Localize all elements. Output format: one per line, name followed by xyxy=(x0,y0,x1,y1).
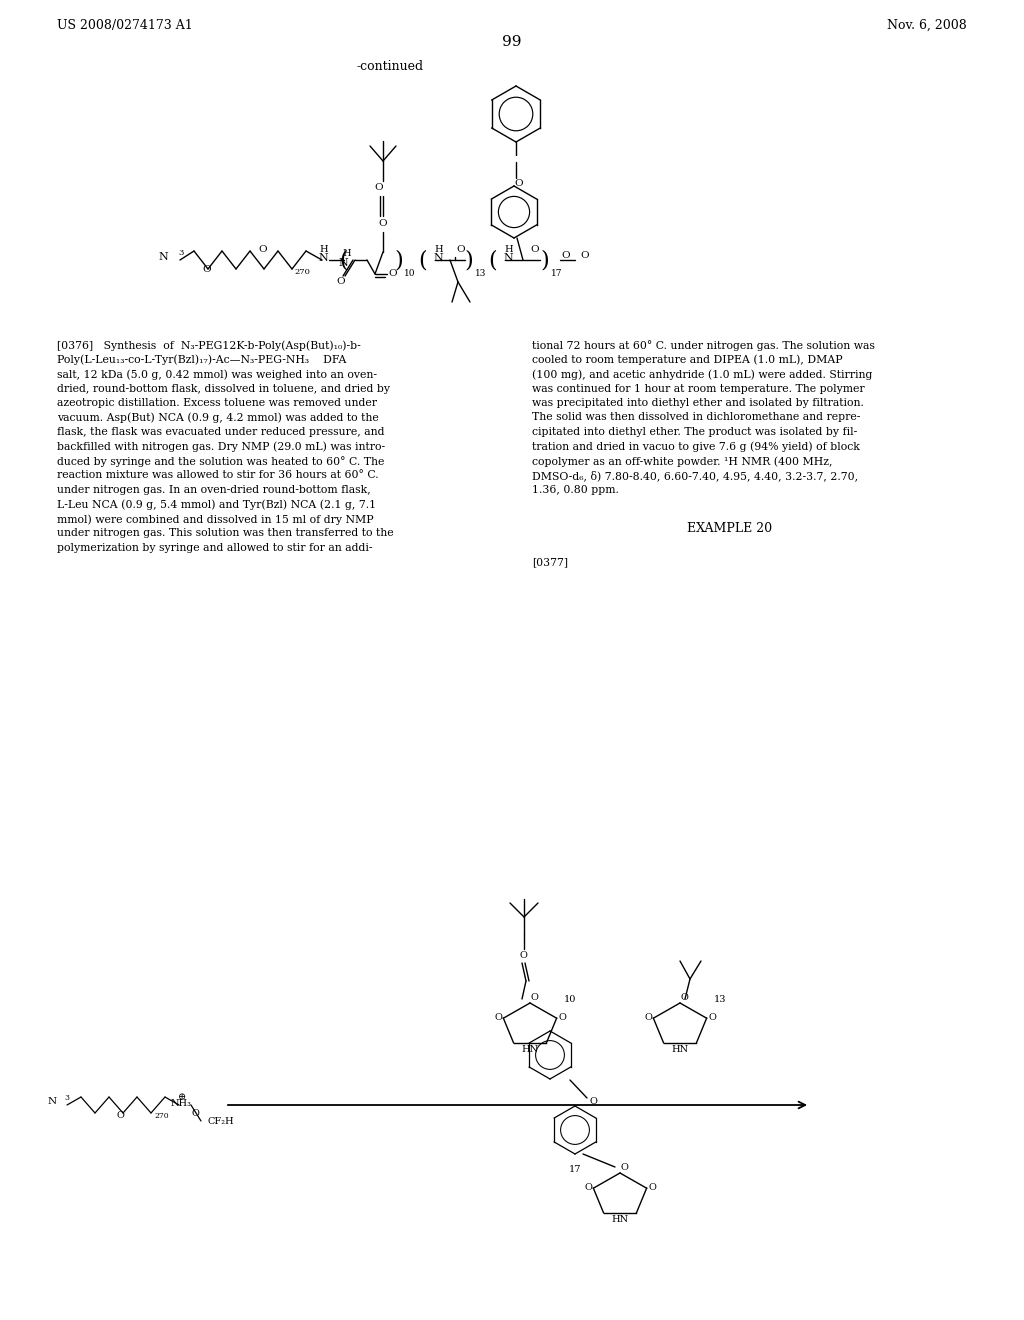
Text: flask, the flask was evacuated under reduced pressure, and: flask, the flask was evacuated under red… xyxy=(57,426,384,437)
Text: H: H xyxy=(343,249,351,257)
Text: O: O xyxy=(457,246,465,255)
Text: O: O xyxy=(337,277,345,286)
Text: 13: 13 xyxy=(714,994,726,1003)
Text: US 2008/0274173 A1: US 2008/0274173 A1 xyxy=(57,18,193,32)
Text: O: O xyxy=(530,993,538,1002)
Text: under nitrogen gas. In an oven-dried round-bottom flask,: under nitrogen gas. In an oven-dried rou… xyxy=(57,484,371,495)
Text: was continued for 1 hour at room temperature. The polymer: was continued for 1 hour at room tempera… xyxy=(532,384,864,393)
Text: 17: 17 xyxy=(551,269,563,279)
Text: -continued: -continued xyxy=(356,61,424,74)
Text: 10: 10 xyxy=(564,994,577,1003)
Text: polymerization by syringe and allowed to stir for an addi-: polymerization by syringe and allowed to… xyxy=(57,543,373,553)
Text: HN: HN xyxy=(672,1044,688,1053)
Text: HN: HN xyxy=(611,1214,629,1224)
Text: N: N xyxy=(503,253,513,263)
Text: ): ) xyxy=(394,249,403,271)
Text: The solid was then dissolved in dichloromethane and repre-: The solid was then dissolved in dichloro… xyxy=(532,412,860,422)
Text: O: O xyxy=(584,1183,592,1192)
Text: O: O xyxy=(494,1012,502,1022)
Text: O: O xyxy=(648,1183,656,1192)
Text: tration and dried in vacuo to give 7.6 g (94% yield) of block: tration and dried in vacuo to give 7.6 g… xyxy=(532,441,860,451)
Text: reaction mixture was allowed to stir for 36 hours at 60° C.: reaction mixture was allowed to stir for… xyxy=(57,470,379,480)
Text: cooled to room temperature and DIPEA (1.0 mL), DMAP: cooled to room temperature and DIPEA (1.… xyxy=(532,355,843,366)
Text: O: O xyxy=(259,246,267,255)
Text: [0377]: [0377] xyxy=(532,557,568,568)
Text: vacuum. Asp(But) NCA (0.9 g, 4.2 mmol) was added to the: vacuum. Asp(But) NCA (0.9 g, 4.2 mmol) w… xyxy=(57,412,379,424)
Text: 17: 17 xyxy=(568,1164,582,1173)
Text: O: O xyxy=(191,1110,199,1118)
Text: O: O xyxy=(375,183,383,193)
Text: NH₃: NH₃ xyxy=(171,1100,191,1109)
Text: O: O xyxy=(203,265,211,275)
Text: O: O xyxy=(389,269,397,279)
Text: DMSO-d₆, δ) 7.80-8.40, 6.60-7.40, 4.95, 4.40, 3.2-3.7, 2.70,: DMSO-d₆, δ) 7.80-8.40, 6.60-7.40, 4.95, … xyxy=(532,470,858,482)
Text: under nitrogen gas. This solution was then transferred to the: under nitrogen gas. This solution was th… xyxy=(57,528,393,539)
Text: O: O xyxy=(589,1097,597,1106)
Text: O: O xyxy=(558,1012,566,1022)
Text: N: N xyxy=(159,252,168,261)
Text: EXAMPLE 20: EXAMPLE 20 xyxy=(687,521,772,535)
Text: azeotropic distillation. Excess toluene was removed under: azeotropic distillation. Excess toluene … xyxy=(57,399,377,408)
Text: O: O xyxy=(379,219,387,228)
Text: O: O xyxy=(680,993,688,1002)
Text: O: O xyxy=(515,180,523,189)
Text: (: ( xyxy=(419,249,427,271)
Text: N: N xyxy=(318,253,328,263)
Text: Nov. 6, 2008: Nov. 6, 2008 xyxy=(887,18,967,32)
Text: ⊕: ⊕ xyxy=(178,1093,186,1102)
Text: mmol) were combined and dissolved in 15 ml of dry NMP: mmol) were combined and dissolved in 15 … xyxy=(57,513,374,524)
Text: ): ) xyxy=(541,249,549,271)
Text: salt, 12 kDa (5.0 g, 0.42 mmol) was weighed into an oven-: salt, 12 kDa (5.0 g, 0.42 mmol) was weig… xyxy=(57,370,377,380)
Text: 3: 3 xyxy=(178,249,183,257)
Text: L-Leu NCA (0.9 g, 5.4 mmol) and Tyr(Bzl) NCA (2.1 g, 7.1: L-Leu NCA (0.9 g, 5.4 mmol) and Tyr(Bzl)… xyxy=(57,499,376,510)
Text: Poly(L-Leu₁₃-co-L-Tyr(Bzl)₁₇)-Ac—N₃-PEG-NH₃    DFA: Poly(L-Leu₁₃-co-L-Tyr(Bzl)₁₇)-Ac—N₃-PEG-… xyxy=(57,355,346,366)
Text: O: O xyxy=(530,246,540,255)
Text: N: N xyxy=(433,253,442,263)
Text: 3: 3 xyxy=(63,1094,69,1102)
Text: (: ( xyxy=(340,249,348,271)
Text: H: H xyxy=(505,246,513,255)
Text: N: N xyxy=(48,1097,57,1106)
Text: 10: 10 xyxy=(404,269,416,279)
Text: O: O xyxy=(708,1012,716,1022)
Text: H: H xyxy=(434,246,443,255)
Text: backfilled with nitrogen gas. Dry NMP (29.0 mL) was intro-: backfilled with nitrogen gas. Dry NMP (2… xyxy=(57,441,385,451)
Text: O: O xyxy=(561,251,569,260)
Text: ): ) xyxy=(465,249,473,271)
Text: O: O xyxy=(116,1110,124,1119)
Text: HN: HN xyxy=(521,1044,539,1053)
Text: 270: 270 xyxy=(155,1111,169,1119)
Text: 99: 99 xyxy=(502,36,522,49)
Text: CF₂H: CF₂H xyxy=(207,1118,233,1126)
Text: 270: 270 xyxy=(294,268,310,276)
Text: O: O xyxy=(644,1012,652,1022)
Text: [0376]   Synthesis  of  N₃-PEG12K-b-Poly(Asp(But)₁₀)-b-: [0376] Synthesis of N₃-PEG12K-b-Poly(Asp… xyxy=(57,341,360,351)
Text: (: ( xyxy=(488,249,498,271)
Text: N: N xyxy=(338,257,348,268)
Text: 13: 13 xyxy=(475,269,486,279)
Text: dried, round-bottom flask, dissolved in toluene, and dried by: dried, round-bottom flask, dissolved in … xyxy=(57,384,390,393)
Text: was precipitated into diethyl ether and isolated by filtration.: was precipitated into diethyl ether and … xyxy=(532,399,864,408)
Text: H: H xyxy=(319,246,329,255)
Text: O: O xyxy=(519,952,527,961)
Text: O: O xyxy=(580,251,589,260)
Text: copolymer as an off-white powder. ¹H NMR (400 MHz,: copolymer as an off-white powder. ¹H NMR… xyxy=(532,455,833,466)
Text: O: O xyxy=(621,1163,628,1172)
Text: (100 mg), and acetic anhydride (1.0 mL) were added. Stirring: (100 mg), and acetic anhydride (1.0 mL) … xyxy=(532,370,872,380)
Text: tional 72 hours at 60° C. under nitrogen gas. The solution was: tional 72 hours at 60° C. under nitrogen… xyxy=(532,341,874,351)
Text: 1.36, 0.80 ppm.: 1.36, 0.80 ppm. xyxy=(532,484,618,495)
Text: cipitated into diethyl ether. The product was isolated by fil-: cipitated into diethyl ether. The produc… xyxy=(532,426,857,437)
Text: duced by syringe and the solution was heated to 60° C. The: duced by syringe and the solution was he… xyxy=(57,455,384,467)
